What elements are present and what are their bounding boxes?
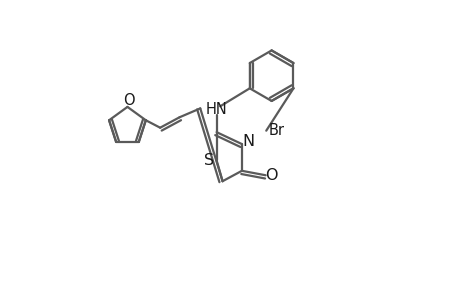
Text: N: N [242, 134, 254, 149]
Text: O: O [123, 93, 134, 108]
Text: S: S [203, 153, 213, 168]
Text: O: O [264, 168, 277, 183]
Text: HN: HN [205, 102, 227, 117]
Text: Br: Br [269, 123, 284, 138]
